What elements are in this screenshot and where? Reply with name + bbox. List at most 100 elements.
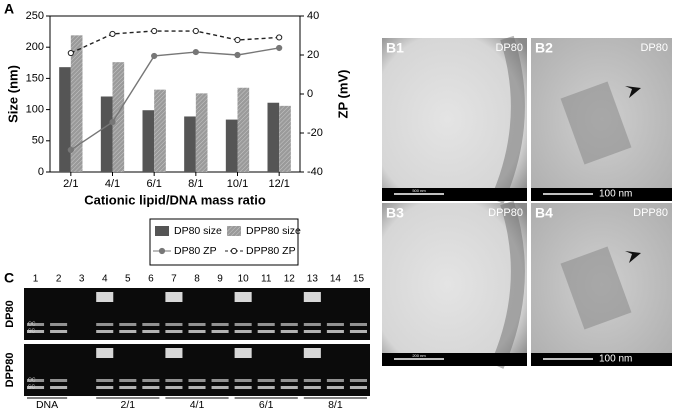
lane-number: 14 bbox=[330, 274, 342, 285]
dna-band bbox=[280, 330, 298, 333]
line bbox=[70, 30, 280, 54]
x-tick-label: 4/1 bbox=[105, 178, 120, 190]
scale-label: 100 nm bbox=[599, 354, 632, 365]
y-tick-label: 0 bbox=[38, 166, 44, 178]
dna-band bbox=[142, 386, 160, 389]
dna-band bbox=[188, 386, 206, 389]
y2-tick-label: 20 bbox=[307, 49, 319, 61]
dna-band bbox=[280, 379, 298, 382]
lane-number: 15 bbox=[353, 274, 365, 285]
bar bbox=[195, 93, 208, 172]
dna-band bbox=[119, 386, 137, 389]
lane-number: 4 bbox=[102, 274, 108, 285]
bar bbox=[154, 89, 166, 172]
y-tick-label: 200 bbox=[26, 41, 44, 53]
dna-band bbox=[234, 323, 252, 326]
bar bbox=[70, 35, 83, 173]
dna-band bbox=[211, 386, 229, 389]
point bbox=[67, 146, 74, 154]
dna-band bbox=[211, 323, 229, 326]
bar bbox=[59, 67, 71, 172]
well-band bbox=[303, 348, 321, 358]
y2-tick-label: -40 bbox=[307, 166, 323, 178]
legend-label: DPP80 ZP bbox=[246, 245, 296, 257]
dna-band bbox=[257, 330, 275, 333]
point bbox=[67, 49, 74, 57]
dna-band bbox=[188, 323, 206, 326]
x-axis-label: Cationic lipid/DNA mass ratio bbox=[84, 192, 266, 207]
dna-band bbox=[142, 379, 160, 382]
point bbox=[192, 27, 199, 35]
point bbox=[151, 27, 158, 35]
dna-band bbox=[50, 330, 68, 333]
y-tick-label: 100 bbox=[26, 104, 44, 116]
row-label: DP80 bbox=[4, 300, 16, 328]
dna-band bbox=[165, 386, 183, 389]
dna-band bbox=[211, 330, 229, 333]
lane-number: 3 bbox=[79, 274, 85, 285]
well-band bbox=[165, 292, 183, 302]
lane-number: 11 bbox=[261, 274, 272, 285]
dna-band bbox=[326, 386, 344, 389]
bar bbox=[279, 105, 291, 172]
dna-band bbox=[50, 379, 68, 382]
x-tick-label: 10/1 bbox=[227, 178, 248, 190]
dna-band bbox=[280, 386, 298, 389]
dna-band bbox=[257, 379, 275, 382]
point bbox=[234, 36, 241, 44]
dna-band bbox=[349, 386, 367, 389]
dna-band bbox=[257, 386, 275, 389]
bar bbox=[225, 119, 238, 172]
row-label: DPP80 bbox=[4, 353, 16, 388]
lane-number: 10 bbox=[238, 274, 250, 285]
dna-band bbox=[96, 330, 114, 333]
scale-label: 500 nm bbox=[412, 188, 426, 193]
arrow bbox=[625, 86, 641, 98]
group-label: 2/1 bbox=[120, 399, 135, 411]
bar bbox=[237, 87, 250, 172]
dna-band bbox=[326, 330, 344, 333]
dna-band bbox=[257, 323, 275, 326]
bar bbox=[142, 110, 155, 172]
dna-band bbox=[303, 386, 321, 389]
dna-band bbox=[50, 386, 68, 389]
dna-band bbox=[119, 330, 137, 333]
panel-label: B4 bbox=[535, 205, 553, 221]
dna-band bbox=[188, 379, 206, 382]
group-label: 6/1 bbox=[259, 399, 274, 411]
dna-band bbox=[211, 379, 229, 382]
sample-label: DP80 bbox=[495, 42, 523, 54]
well-band bbox=[234, 292, 252, 302]
point bbox=[151, 52, 158, 60]
y-tick-label: 250 bbox=[26, 10, 44, 22]
panel-label: A bbox=[4, 1, 14, 17]
lane-number: 9 bbox=[217, 274, 223, 285]
lane-number: 2 bbox=[56, 274, 62, 285]
lane-number: 6 bbox=[148, 274, 154, 285]
y-tick-label: 150 bbox=[26, 72, 44, 84]
lane-number: 7 bbox=[171, 274, 177, 285]
legend-box bbox=[149, 218, 299, 266]
dna-band bbox=[234, 386, 252, 389]
y-axis-label: Size (nm) bbox=[5, 65, 20, 123]
y2-axis-label: ZP (mV) bbox=[335, 70, 350, 119]
group-label: 4/1 bbox=[190, 399, 205, 411]
dna-band bbox=[303, 379, 321, 382]
sample-label: DP80 bbox=[640, 42, 668, 54]
dna-band bbox=[142, 323, 160, 326]
dna-band bbox=[27, 386, 45, 389]
line bbox=[70, 47, 280, 151]
dna-band bbox=[119, 323, 137, 326]
point bbox=[192, 48, 199, 56]
dna-band bbox=[165, 379, 183, 382]
legend-label: DP80 ZP bbox=[174, 245, 217, 257]
well-band bbox=[96, 348, 114, 358]
lane-number: 8 bbox=[194, 274, 200, 285]
legend-swatch bbox=[155, 226, 169, 236]
panel-label: B3 bbox=[386, 205, 404, 221]
x-tick-label: 2/1 bbox=[63, 178, 78, 190]
well-band bbox=[96, 292, 114, 302]
dna-band bbox=[303, 330, 321, 333]
well-band bbox=[234, 348, 252, 358]
